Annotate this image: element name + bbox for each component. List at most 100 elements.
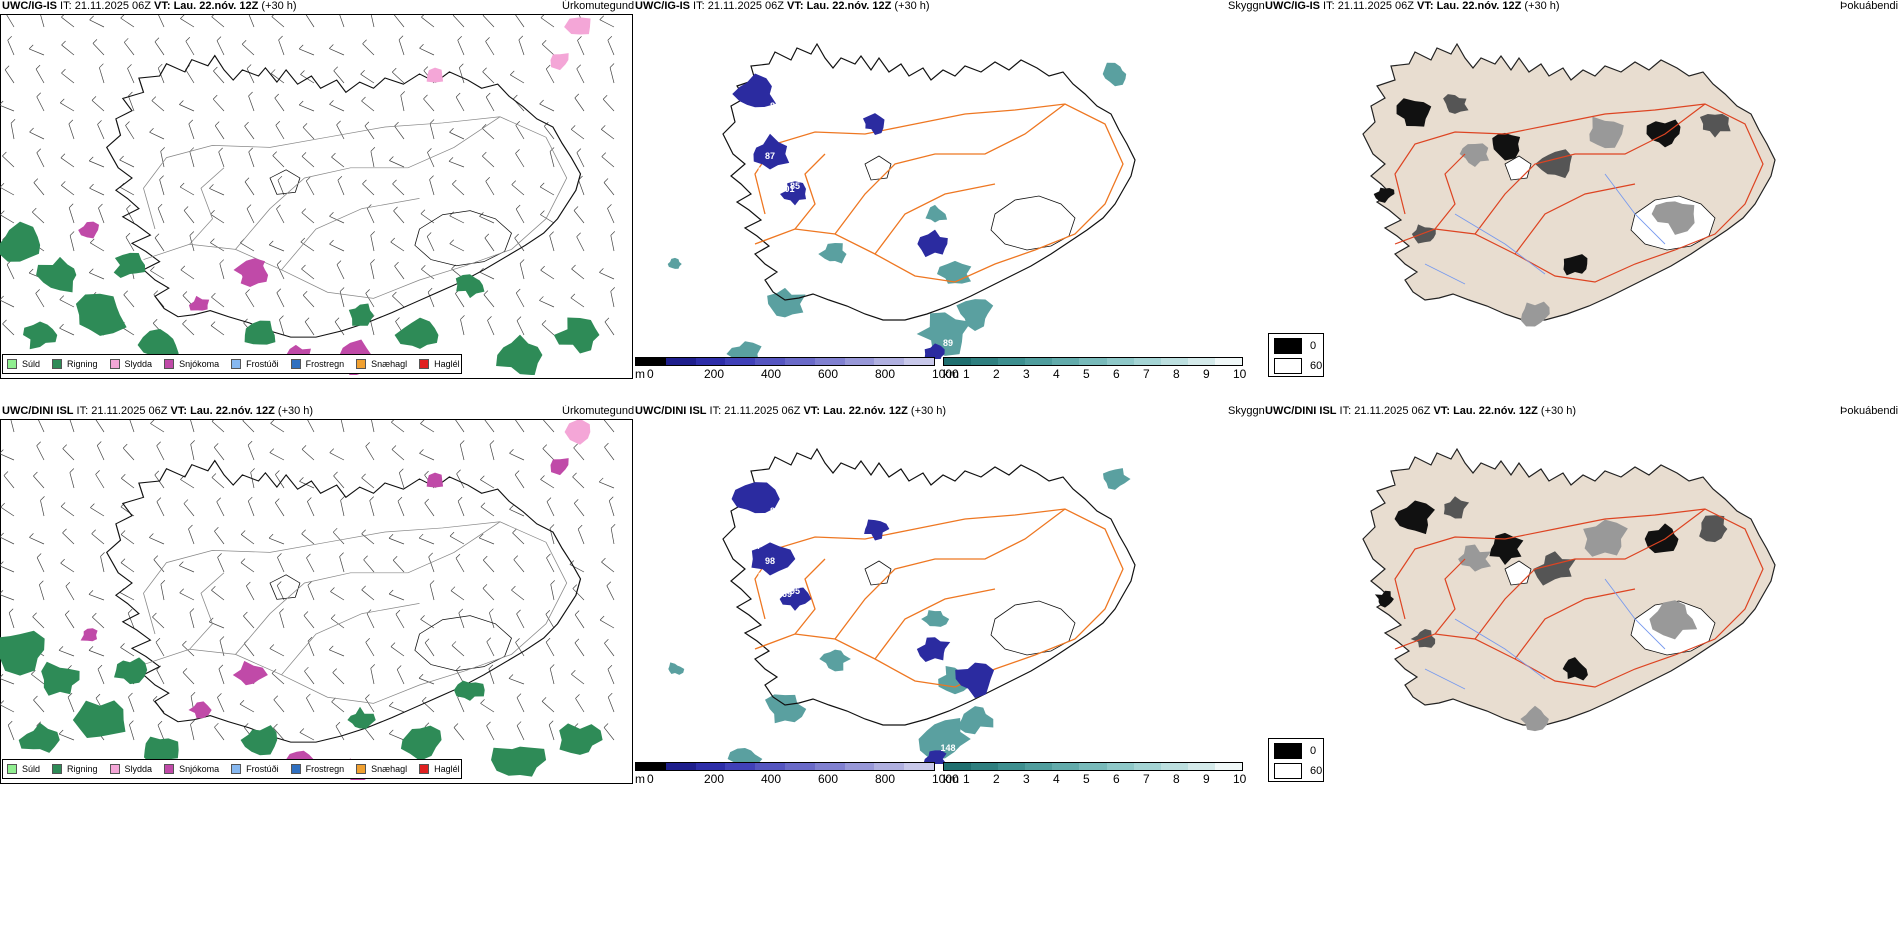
wind-barb-flag (0, 449, 4, 454)
field-blob (726, 341, 762, 359)
legend-label: Frostregn (305, 359, 345, 369)
wind-barb (153, 559, 165, 573)
wind-barb-flag (574, 93, 580, 99)
wind-barb (185, 69, 195, 84)
field-blob (564, 17, 591, 35)
low-visibility-areas (667, 62, 1127, 359)
wind-barb (397, 501, 405, 517)
wind-barb (179, 104, 195, 112)
wind-barb-flag (418, 673, 424, 679)
wind-barb (389, 705, 405, 713)
wind-barb (366, 613, 375, 629)
wind-barb-flag (449, 239, 455, 244)
wind-barb-flag (270, 69, 276, 74)
wind-barb (519, 263, 525, 280)
init-time: IT: 21.11.2025 06Z (1336, 405, 1434, 417)
field-blob (188, 701, 212, 719)
wind-barb-flag (541, 697, 547, 702)
wind-barb (29, 537, 45, 545)
wind-barb (369, 319, 375, 336)
field-blob (244, 320, 276, 345)
wind-barb (246, 208, 255, 224)
wind-barb (239, 703, 255, 713)
wind-barb (541, 324, 555, 336)
wind-barb-flag (540, 210, 545, 215)
wind-barb (88, 650, 105, 657)
wind-barb (459, 444, 465, 461)
wind-barb (421, 700, 435, 713)
wind-barb-flag (337, 175, 343, 181)
wind-barb (455, 420, 465, 433)
colorbar-bin (695, 763, 726, 770)
wind-barb-flag (183, 499, 189, 504)
fog-panel: UWC/IG-IS IT: 21.11.2025 06Z VT: Lau. 22… (1265, 0, 1900, 385)
wind-barb (424, 642, 435, 657)
wind-barb-flag (182, 640, 187, 646)
field-blob (0, 630, 45, 676)
wind-barb (61, 185, 75, 196)
wind-barb-flag (239, 699, 245, 705)
wind-barb (546, 501, 555, 517)
fog-legend-swatch (1274, 338, 1302, 354)
legend-swatch (231, 764, 242, 774)
wind-barb (7, 724, 15, 741)
legend-swatch (7, 764, 17, 774)
ceiling-value-label: 101 (779, 184, 794, 194)
wind-barb (270, 423, 285, 433)
panel-title: UWC/DINI ISL IT: 21.11.2025 06Z VT: Lau.… (1265, 405, 1576, 417)
wind-barb-flag (392, 555, 398, 561)
wind-barb (129, 724, 135, 741)
field-blob (394, 317, 439, 349)
wind-barb-flag (219, 259, 225, 264)
wind-barb-flag (398, 35, 404, 41)
wind-barb (544, 126, 555, 140)
legend-item: Slydda (109, 359, 152, 369)
visibility-tick: 10 (1233, 367, 1247, 381)
wind-barb (151, 100, 165, 112)
wind-barb-flag (428, 552, 433, 558)
field-blob (667, 257, 682, 269)
wind-barb (610, 235, 615, 252)
wind-barb (61, 16, 75, 28)
wind-barb-flag (456, 665, 461, 671)
wind-barb-flag (365, 289, 370, 294)
ceiling-tick: 0 (647, 367, 654, 381)
wind-barb-flag (298, 44, 304, 50)
river (1604, 578, 1666, 650)
wind-barb (365, 698, 375, 713)
wind-barb (210, 214, 225, 224)
wind-barb-flag (36, 441, 41, 447)
wind-barb (481, 128, 495, 140)
wind-barb-flag (480, 475, 485, 480)
wind-barbs (0, 420, 616, 741)
low-ceiling-areas (731, 482, 995, 764)
wind-barb-flag (394, 261, 399, 267)
field-blob (727, 748, 763, 764)
wind-barb (31, 673, 45, 685)
wind-barb (539, 103, 555, 112)
field-blob (1373, 187, 1395, 203)
wind-barb-flag (298, 100, 304, 106)
wind-barb (301, 268, 315, 280)
ceiling-value-label: 85 (790, 181, 800, 191)
legend-label: Frostregn (305, 764, 345, 774)
wind-barb (331, 701, 345, 713)
wind-barb-flag (68, 203, 74, 208)
ceiling-tick: 600 (818, 367, 839, 381)
wind-barb-flag (394, 121, 399, 127)
wind-barb (482, 71, 495, 84)
wind-barb-flag (429, 580, 435, 585)
wind-barb (272, 155, 285, 168)
road (143, 116, 568, 299)
wind-barb-flag (61, 181, 66, 186)
colorbar-bin (755, 763, 785, 770)
wind-barb (179, 186, 195, 196)
wind-barb-flag (396, 665, 402, 670)
wind-barb (40, 500, 45, 517)
visibility-tick: 5 (1083, 772, 1090, 786)
wind-barb (244, 181, 255, 196)
wind-barb (458, 612, 465, 629)
wind-barb-flag (211, 15, 214, 18)
wind-barb-flag (329, 100, 334, 105)
road (834, 103, 1066, 235)
